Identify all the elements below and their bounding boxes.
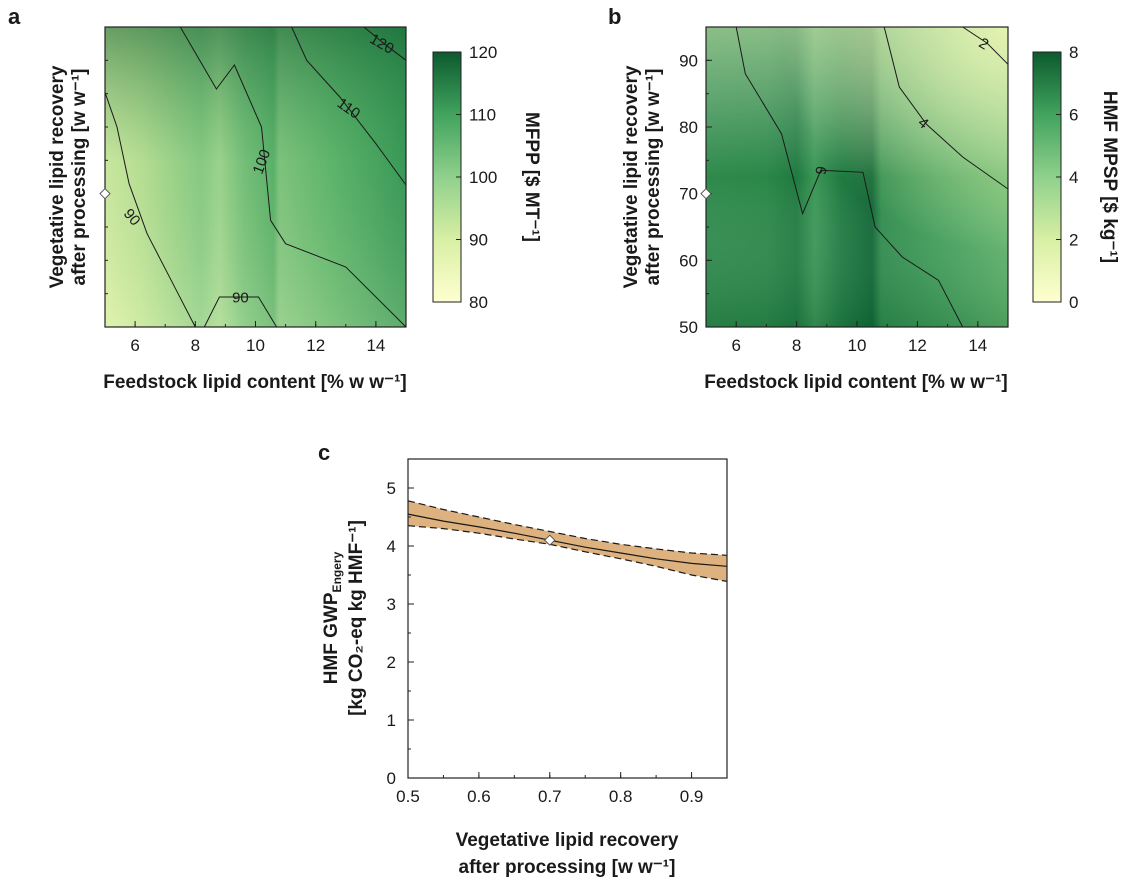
colorbar-ticks-b: 0 2 4 6 8 — [1056, 43, 1078, 312]
panel-letter-c: c — [318, 440, 330, 465]
y-axis-title-c-main: HMF GWP — [321, 592, 342, 684]
x-tick-label: 6 — [731, 336, 740, 355]
contour-line-120 — [363, 26, 407, 61]
baseline-diamond — [99, 187, 111, 200]
y-axis-title-b-line2: after processing [w w⁻¹] — [643, 69, 664, 286]
lower-bound-line — [407, 525, 728, 582]
x-axis-title-a: Feedstock lipid content [% w w⁻¹] — [103, 372, 407, 393]
contour-line-110 — [291, 26, 407, 186]
colorbar-tick-label: 110 — [469, 106, 496, 125]
baseline-diamond — [700, 187, 712, 200]
x-tick-label: 14 — [968, 336, 987, 355]
x-tick-label: 12 — [306, 336, 325, 355]
x-tick-label: 0.7 — [538, 787, 562, 806]
y-ticks-c: 0 1 2 3 4 5 — [387, 458, 414, 788]
y-axis-title-c-subscript: Engery — [330, 551, 344, 592]
colorbar-tick-label: 90 — [469, 231, 488, 250]
contour-line-4 — [883, 26, 1009, 190]
y-tick-label: 2 — [387, 653, 396, 672]
y-tick-label: 0 — [387, 769, 396, 788]
x-tick-label: 8 — [792, 336, 801, 355]
x-tick-label: 0.6 — [467, 787, 491, 806]
x-tick-label: 0.5 — [396, 787, 420, 806]
panel-letter-b: b — [608, 4, 621, 29]
panel-c-line-chart: 0.5 0.6 0.7 0.8 0.9 0 1 2 3 4 5 Vegetative lipid … — [321, 458, 728, 878]
y-axis-title-a-line2: after processing [w w⁻¹] — [69, 69, 90, 286]
y-tick-label: 1 — [387, 711, 396, 730]
y-tick-label: 4 — [387, 537, 396, 556]
baseline-marker-c — [544, 534, 556, 546]
plot-c-frame — [407, 458, 728, 779]
baseline-marker-b — [700, 187, 712, 200]
colorbar-tick-label: 4 — [1069, 168, 1078, 187]
colorbar-tick-label: 120 — [469, 43, 497, 62]
upper-bound-line — [407, 500, 728, 556]
y-axis-title-c-line2: [kg CO₂-eq kg HMF⁻¹] — [346, 520, 367, 716]
uncertainty-band — [408, 500, 727, 582]
x-tick-label: 10 — [848, 336, 867, 355]
contours-b: 642 — [706, 26, 1009, 328]
y-tick-label: 5 — [387, 479, 396, 498]
x-tick-label: 0.9 — [680, 787, 704, 806]
y-tick-label: 90 — [679, 51, 698, 70]
x-axis-title-b: Feedstock lipid content [% w w⁻¹] — [704, 372, 1008, 393]
colorbar-tick-label: 80 — [469, 293, 488, 312]
y-axis-title-a-line1: Vegetative lipid recovery — [47, 65, 68, 288]
colorbar-tick-label: 8 — [1069, 43, 1078, 62]
x-ticks-c: 0.5 0.6 0.7 0.8 0.9 — [396, 772, 728, 806]
x-tick-label: 14 — [366, 336, 385, 355]
y-tick-label: 3 — [387, 595, 396, 614]
contour-label-6: 6 — [811, 165, 829, 176]
colorbar-label-a: MFPP [$ MT⁻¹] — [521, 112, 542, 242]
x-tick-label: 10 — [246, 336, 265, 355]
contour-label-90: 90 — [232, 290, 249, 307]
x-axis-title-c-line1: Vegetative lipid recovery — [456, 830, 679, 851]
x-ticks-b: 6 8 10 12 14 — [705, 321, 1009, 355]
x-axis-title-c-line2: after processing [w w⁻¹] — [459, 857, 676, 878]
series-lines-c — [407, 500, 728, 582]
y-tick-label: 50 — [679, 318, 698, 337]
contour-line-2 — [962, 26, 1009, 65]
baseline-marker-a — [99, 187, 111, 200]
y-tick-label: 70 — [679, 185, 698, 204]
colorbar-tick-label: 0 — [1069, 293, 1078, 312]
heatmap-b-corner — [706, 27, 1008, 327]
x-tick-label: 8 — [191, 336, 200, 355]
y-axis-title-b-line1: Vegetative lipid recovery — [621, 65, 642, 288]
colorbar-tick-label: 100 — [469, 168, 497, 187]
colorbar-label-b: HMF MPSP [$ kg⁻¹] — [1099, 91, 1120, 263]
y-axis-title-c-line1: HMF GWPEngery — [321, 551, 344, 684]
contour-line-6 — [735, 26, 964, 328]
contour-line-90 — [203, 296, 278, 328]
colorbar-tick-label: 2 — [1069, 231, 1078, 250]
panel-a-heatmap: 90 90 100 110 120 6 8 10 12 14 Feedstock lipid c… — [47, 26, 542, 393]
x-tick-label: 6 — [130, 336, 139, 355]
contour-line-90 — [104, 92, 196, 328]
y-tick-label: 80 — [679, 118, 698, 137]
x-tick-label: 0.8 — [609, 787, 633, 806]
x-tick-label: 12 — [908, 336, 927, 355]
y-tick-label: 60 — [679, 251, 698, 270]
uncertainty-band-c — [408, 500, 727, 582]
panel-letter-a: a — [8, 4, 21, 29]
baseline-diamond — [544, 534, 556, 546]
median-line — [407, 513, 728, 567]
x-ticks-a: 6 8 10 12 14 — [104, 321, 407, 355]
colorbar-tick-label: 6 — [1069, 106, 1078, 125]
contour-line-100 — [179, 26, 407, 328]
colorbar-ticks-a: 80 90 100 110 120 — [456, 43, 497, 312]
